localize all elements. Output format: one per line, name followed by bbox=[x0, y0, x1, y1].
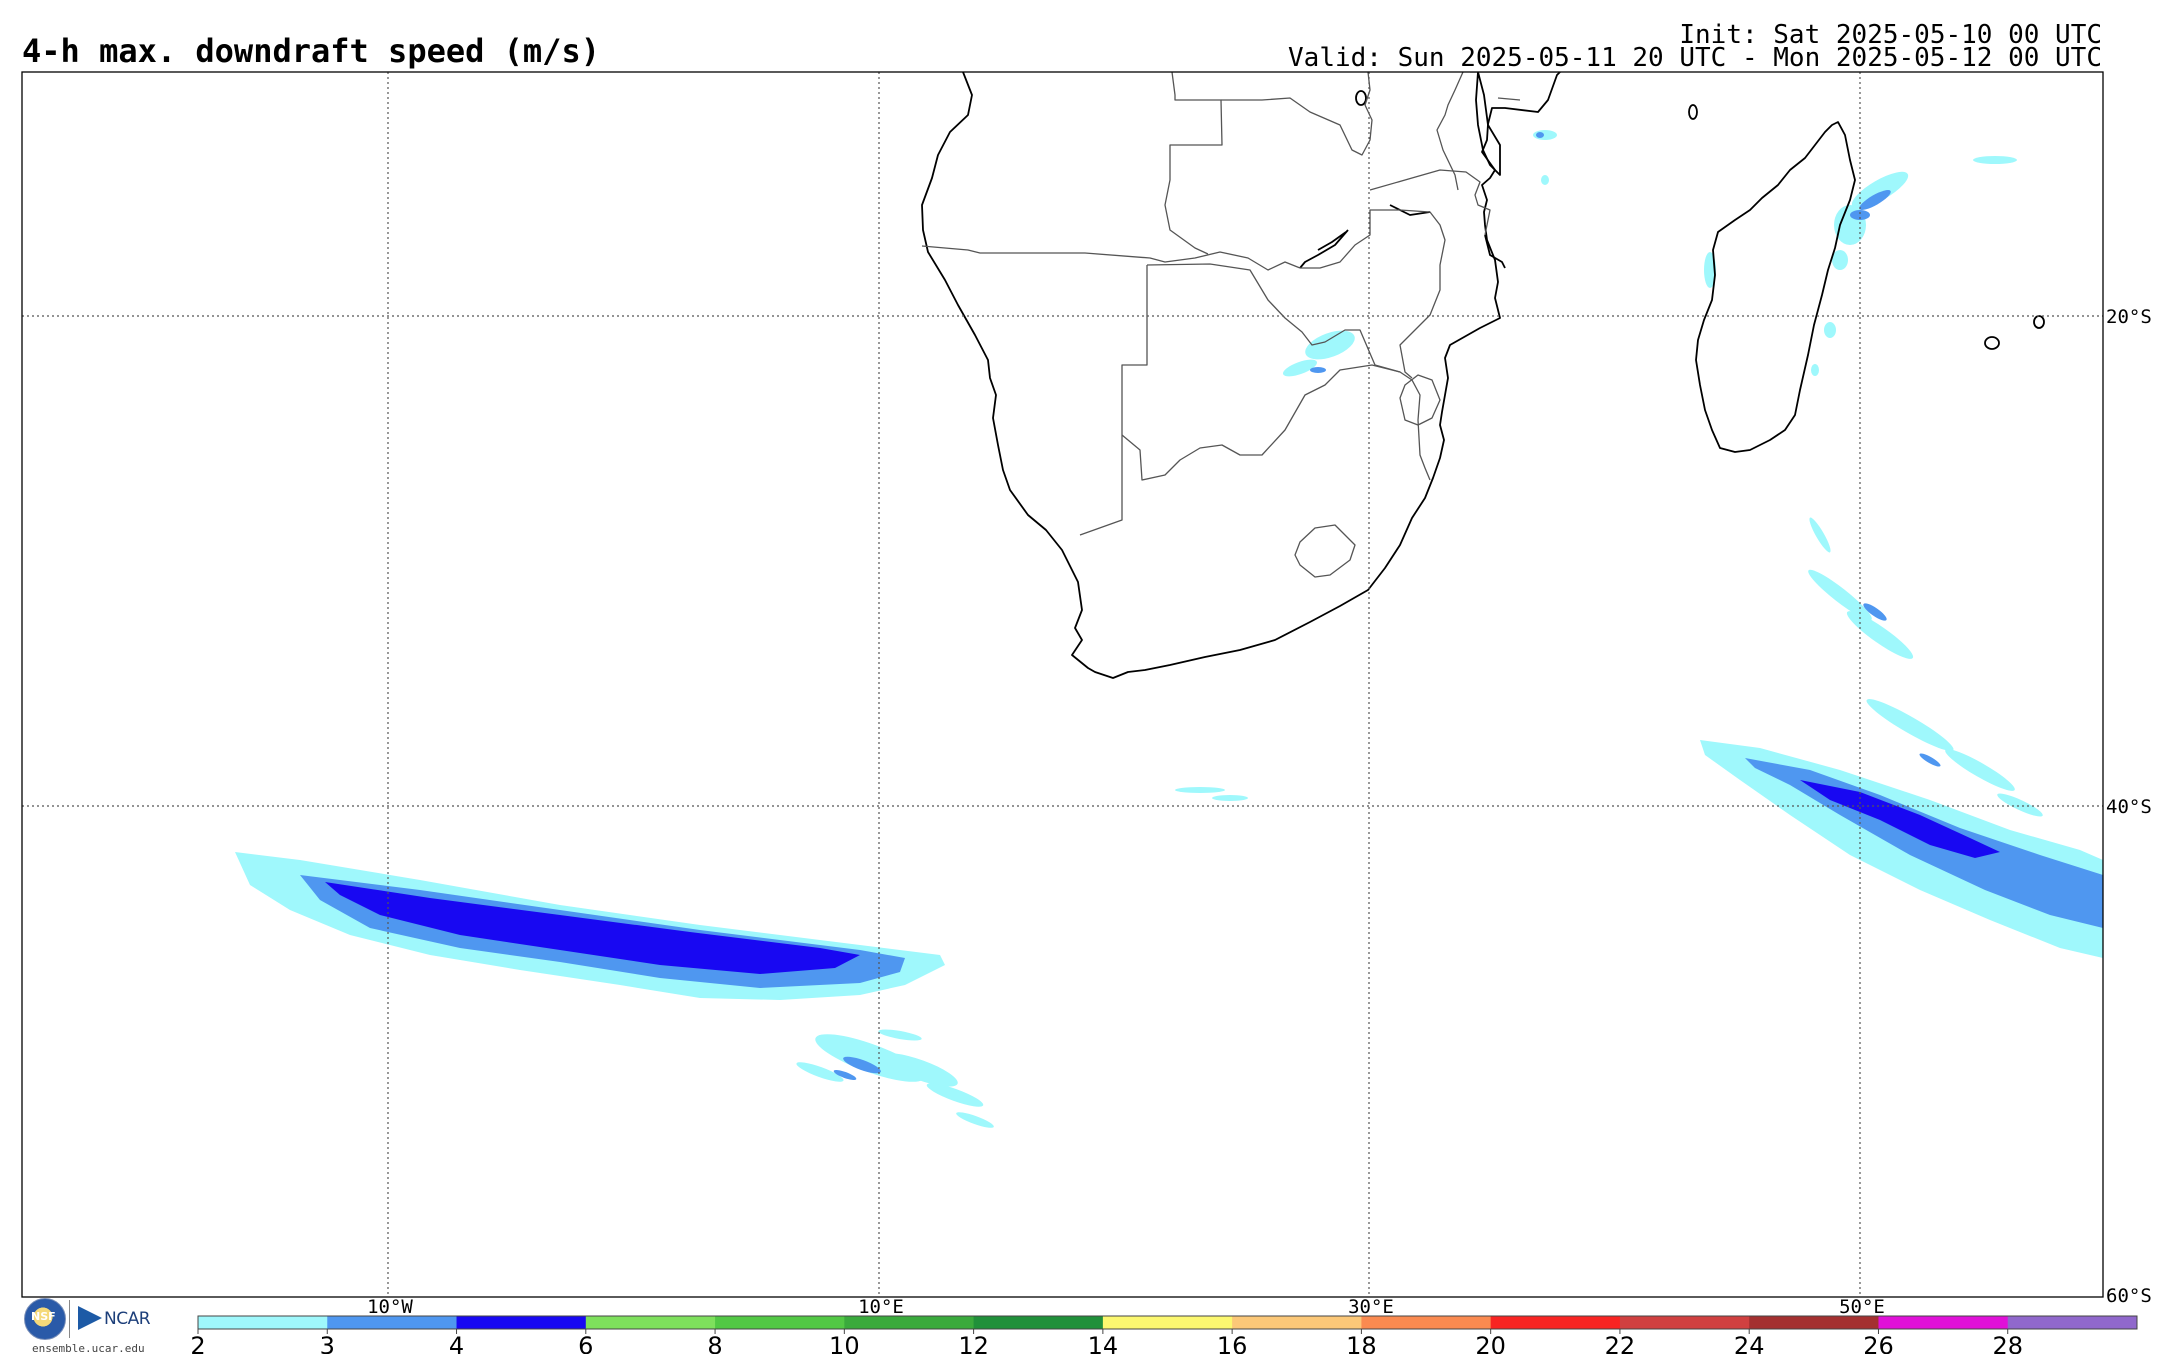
colorbar-tick-label: 26 bbox=[1863, 1332, 1894, 1354]
valid-time: Valid: Sun 2025-05-11 20 UTC - Mon 2025-… bbox=[1288, 43, 2102, 73]
axis-labels: 10°W 10°E 30°E 50°E 20°S 40°S 60°S bbox=[367, 306, 2152, 1318]
lon-label: 50°E bbox=[1839, 1296, 1885, 1318]
island-coastline bbox=[1484, 234, 1506, 269]
colorbar-swatch bbox=[973, 1316, 1104, 1329]
lake-kariba-coastline bbox=[1299, 229, 1349, 269]
colorbar: 2 3 4 6 8 10 12 14 16 18 20 22 24 26 28 bbox=[190, 1315, 2138, 1354]
colorbar-swatch bbox=[1749, 1316, 1879, 1329]
colorbar-tick-label: 28 bbox=[1992, 1332, 2023, 1354]
indian-ocean-downdraft-band bbox=[1700, 517, 2103, 958]
border bbox=[1399, 374, 1441, 426]
lake-malawi-coastline bbox=[1475, 72, 1501, 176]
border bbox=[1470, 72, 1560, 101]
graticule bbox=[22, 72, 2103, 1297]
colorbar-swatch bbox=[1232, 1316, 1362, 1329]
logo-block: NSF NCAR ensemble.ucar.edu bbox=[24, 1298, 164, 1355]
atlantic-downdraft-band bbox=[235, 852, 994, 1128]
lon-label: 10°W bbox=[367, 1296, 413, 1318]
map-plot-area bbox=[22, 72, 2103, 1297]
colorbar-tick-label: 18 bbox=[1346, 1332, 1377, 1354]
lake-tanganyika-coastline bbox=[1389, 204, 1431, 216]
madagascar-coastline bbox=[1695, 121, 1856, 453]
country-borders bbox=[921, 72, 1560, 578]
coastlines bbox=[921, 72, 2045, 679]
island-coastline bbox=[1984, 336, 2000, 350]
lat-label: 20°S bbox=[2106, 306, 2152, 328]
southern-africa-downdraft-patch bbox=[1175, 330, 1355, 801]
lon-label: 10°E bbox=[858, 1296, 904, 1318]
colorbar-swatch bbox=[844, 1316, 975, 1329]
island-coastline bbox=[1355, 90, 1367, 106]
map-frame bbox=[21, 71, 2104, 1298]
border bbox=[1146, 263, 1401, 373]
colorbar-swatch bbox=[715, 1316, 845, 1329]
colorbar-tick-label: 6 bbox=[578, 1332, 593, 1354]
site-url: ensemble.ucar.edu bbox=[32, 1342, 145, 1355]
border bbox=[921, 245, 1301, 271]
colorbar-tick-label: 2 bbox=[190, 1332, 205, 1354]
colorbar-tick-label: 16 bbox=[1217, 1332, 1248, 1354]
colorbar-tick-label: 20 bbox=[1475, 1332, 1506, 1354]
colorbar-swatch bbox=[456, 1316, 587, 1329]
colorbar-frame bbox=[197, 1315, 2138, 1330]
colorbar-swatch bbox=[327, 1316, 458, 1329]
colorbar-swatch bbox=[1490, 1316, 1621, 1329]
colorbar-swatch bbox=[198, 1316, 328, 1329]
init-time: Init: Sat 2025-05-10 00 UTC bbox=[1679, 20, 2102, 50]
colorbar-swatch bbox=[1878, 1316, 2009, 1329]
lon-label: 30°E bbox=[1348, 1296, 1394, 1318]
ncar-logo-mark bbox=[78, 1306, 102, 1330]
colorbar-tick-label: 22 bbox=[1605, 1332, 1636, 1354]
lat-label: 60°S bbox=[2106, 1285, 2152, 1307]
colorbar-swatch bbox=[1619, 1316, 1750, 1329]
colorbar-tick-label: 12 bbox=[958, 1332, 989, 1354]
border bbox=[1079, 265, 1148, 536]
border bbox=[1369, 169, 1491, 236]
lat-label: 40°S bbox=[2106, 796, 2152, 818]
border bbox=[1436, 72, 1464, 191]
downdraft-shading bbox=[235, 130, 2103, 1128]
africa-coastline bbox=[921, 72, 1561, 679]
ncar-logo-text: NCAR bbox=[104, 1309, 151, 1329]
colorbar-tick-label: 14 bbox=[1088, 1332, 1119, 1354]
border bbox=[1121, 364, 1431, 481]
colorbar-tick-label: 8 bbox=[707, 1332, 722, 1354]
border bbox=[1221, 72, 1373, 156]
map-title: 4-h max. downdraft speed (m/s) bbox=[22, 32, 600, 70]
colorbar-tick-label: 3 bbox=[320, 1332, 335, 1354]
logo-divider bbox=[69, 1300, 70, 1338]
nsf-logo: NSF bbox=[24, 1298, 66, 1340]
island-coastline bbox=[2033, 315, 2045, 329]
colorbar-swatch bbox=[1102, 1316, 1233, 1329]
border bbox=[1294, 524, 1356, 578]
madagascar-downdraft-patches bbox=[1533, 130, 2017, 376]
colorbar-tick-label: 24 bbox=[1734, 1332, 1765, 1354]
colorbar-tick-label: 10 bbox=[829, 1332, 860, 1354]
border bbox=[1300, 209, 1446, 379]
island-coastline bbox=[1688, 104, 1698, 120]
colorbar-swatch bbox=[2007, 1316, 2138, 1329]
colorbar-swatch bbox=[585, 1316, 716, 1329]
colorbar-tick-label: 4 bbox=[449, 1332, 464, 1354]
colorbar-swatch bbox=[1361, 1316, 1492, 1329]
border bbox=[1164, 72, 1223, 255]
